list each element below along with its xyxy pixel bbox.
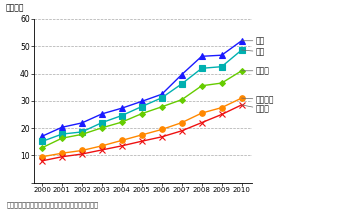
Text: 北京: 北京 [242, 47, 265, 56]
Text: 広東省: 広東省 [242, 66, 270, 75]
Text: 上海: 上海 [242, 36, 265, 45]
Text: （千元）: （千元） [6, 3, 24, 12]
Text: 資料：中国国家統計局「中国統計年鑑」から作成。: 資料：中国国家統計局「中国統計年鑑」から作成。 [7, 201, 99, 208]
Text: 全国平均: 全国平均 [242, 95, 274, 104]
Text: 四川省: 四川省 [242, 105, 270, 113]
